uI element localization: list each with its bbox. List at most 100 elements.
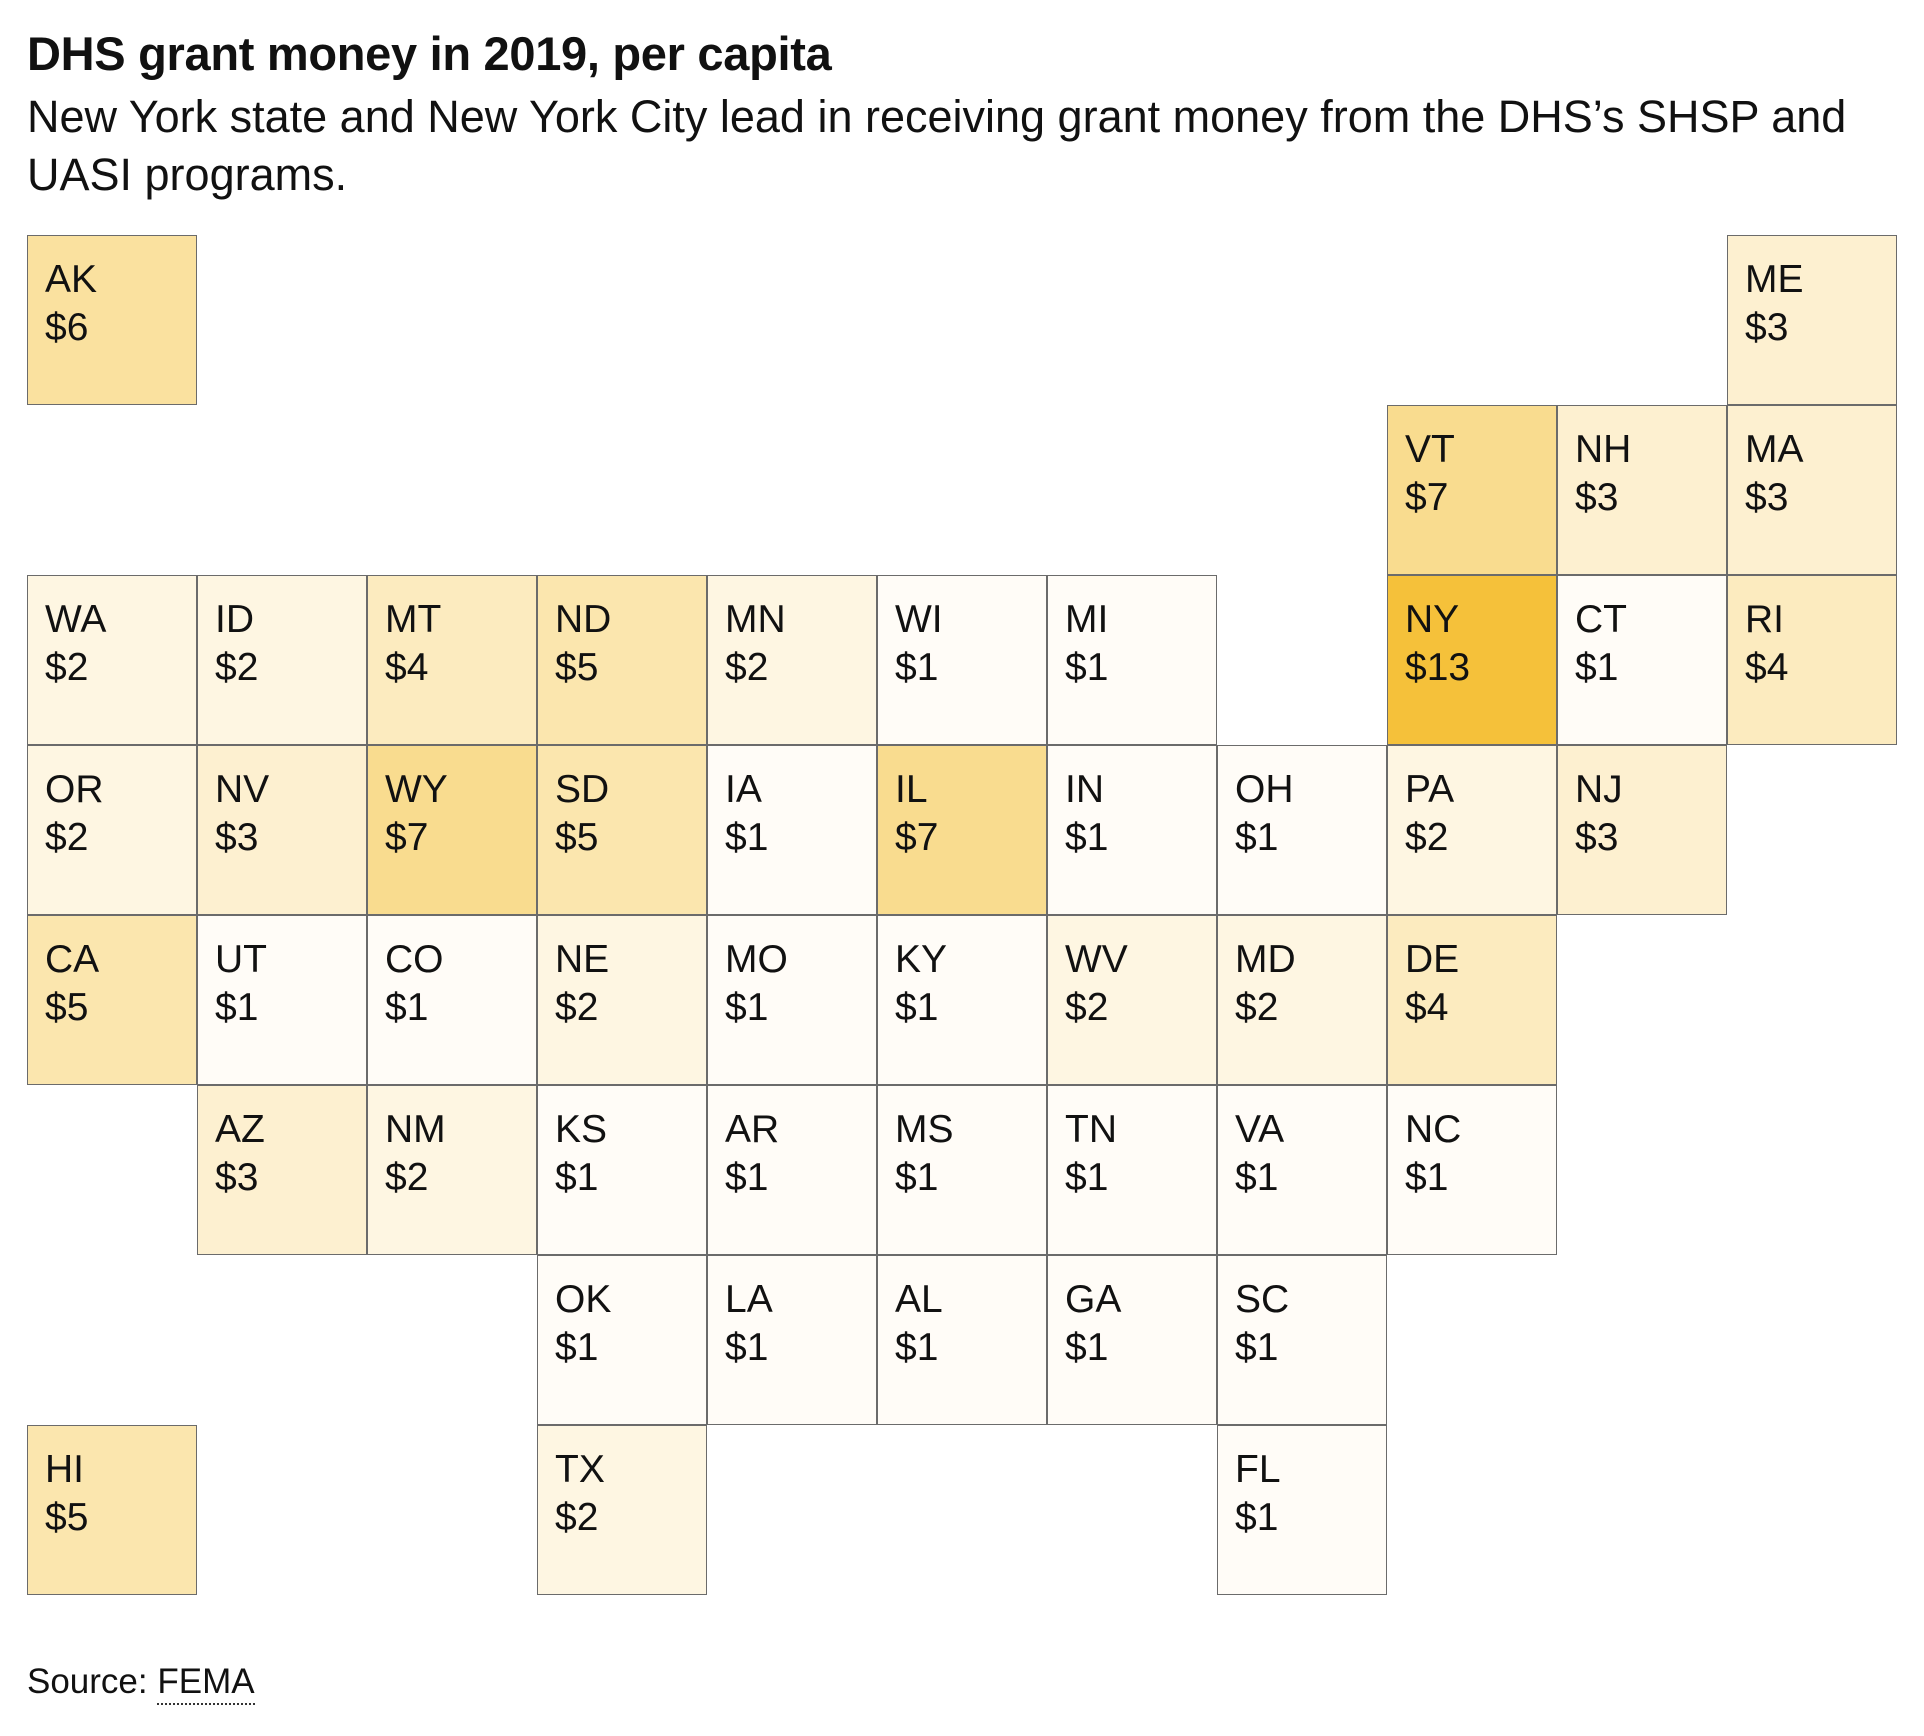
state-abbr: WA — [45, 598, 107, 641]
state-value: $3 — [1745, 476, 1789, 519]
state-abbr: HI — [45, 1448, 84, 1491]
state-value: $1 — [725, 986, 769, 1029]
state-abbr: WY — [385, 768, 448, 811]
state-value: $1 — [555, 1326, 599, 1369]
state-abbr: ND — [555, 598, 612, 641]
state-value: $1 — [725, 1156, 769, 1199]
state-abbr: NM — [385, 1108, 446, 1151]
state-value: $7 — [895, 816, 939, 859]
state-value: $2 — [215, 646, 259, 689]
state-tile-nh: NH $3 — [1557, 405, 1727, 575]
state-value: $4 — [385, 646, 429, 689]
state-tile-mi: MI $1 — [1047, 575, 1217, 745]
state-tile-nd: ND $5 — [537, 575, 707, 745]
state-tile-ms: MS $1 — [877, 1085, 1047, 1255]
source-link-fema[interactable]: FEMA — [157, 1662, 255, 1705]
state-tile-in: IN $1 — [1047, 745, 1217, 915]
state-abbr: MA — [1745, 428, 1804, 471]
state-tile-ne: NE $2 — [537, 915, 707, 1085]
state-value: $2 — [45, 646, 89, 689]
state-abbr: SC — [1235, 1278, 1290, 1321]
state-tile-vt: VT $7 — [1387, 405, 1557, 575]
state-tile-wv: WV $2 — [1047, 915, 1217, 1085]
state-abbr: AR — [725, 1108, 780, 1151]
state-abbr: MI — [1065, 598, 1109, 641]
state-abbr: WV — [1065, 938, 1128, 981]
state-value: $1 — [725, 1326, 769, 1369]
state-value: $1 — [1575, 646, 1619, 689]
state-value: $1 — [1235, 1496, 1279, 1539]
chart-title: DHS grant money in 2019, per capita — [27, 27, 832, 80]
state-tile-or: OR $2 — [27, 745, 197, 915]
state-tile-mn: MN $2 — [707, 575, 877, 745]
state-value: $2 — [1235, 986, 1279, 1029]
state-abbr: CA — [45, 938, 100, 981]
state-tile-la: LA $1 — [707, 1255, 877, 1425]
state-tile-az: AZ $3 — [197, 1085, 367, 1255]
state-value: $3 — [1575, 476, 1619, 519]
state-tile-ks: KS $1 — [537, 1085, 707, 1255]
state-abbr: PA — [1405, 768, 1455, 811]
state-value: $5 — [45, 1496, 89, 1539]
state-tile-ga: GA $1 — [1047, 1255, 1217, 1425]
state-value: $3 — [1575, 816, 1619, 859]
state-value: $5 — [555, 816, 599, 859]
state-value: $1 — [895, 1326, 939, 1369]
state-tile-oh: OH $1 — [1217, 745, 1387, 915]
state-value: $3 — [215, 816, 259, 859]
state-value: $1 — [1065, 816, 1109, 859]
state-tile-md: MD $2 — [1217, 915, 1387, 1085]
state-tile-hi: HI $5 — [27, 1425, 197, 1595]
state-tile-me: ME $3 — [1727, 235, 1897, 405]
state-abbr: VT — [1405, 428, 1455, 471]
state-tile-va: VA $1 — [1217, 1085, 1387, 1255]
state-tile-mt: MT $4 — [367, 575, 537, 745]
state-abbr: CT — [1575, 598, 1627, 641]
state-abbr: NC — [1405, 1108, 1462, 1151]
state-tile-nv: NV $3 — [197, 745, 367, 915]
state-value: $7 — [385, 816, 429, 859]
state-value: $2 — [725, 646, 769, 689]
state-value: $1 — [1065, 646, 1109, 689]
source-note: Source: FEMA — [27, 1660, 255, 1705]
state-tile-ia: IA $1 — [707, 745, 877, 915]
state-abbr: IN — [1065, 768, 1104, 811]
state-abbr: OR — [45, 768, 104, 811]
state-abbr: WI — [895, 598, 943, 641]
state-value: $1 — [725, 816, 769, 859]
state-value: $13 — [1405, 646, 1471, 689]
state-abbr: OH — [1235, 768, 1294, 811]
state-tile-ak: AK $6 — [27, 235, 197, 405]
state-abbr: MS — [895, 1108, 954, 1151]
state-tile-tx: TX $2 — [537, 1425, 707, 1595]
state-abbr: IL — [895, 768, 928, 811]
state-abbr: FL — [1235, 1448, 1281, 1491]
state-abbr: IA — [725, 768, 762, 811]
state-tile-nc: NC $1 — [1387, 1085, 1557, 1255]
state-abbr: LA — [725, 1278, 773, 1321]
state-tile-de: DE $4 — [1387, 915, 1557, 1085]
state-value: $1 — [1235, 816, 1279, 859]
state-abbr: KY — [895, 938, 948, 981]
state-abbr: NY — [1405, 598, 1460, 641]
state-abbr: ME — [1745, 258, 1804, 301]
state-value: $3 — [1745, 306, 1789, 349]
state-tile-wy: WY $7 — [367, 745, 537, 915]
state-abbr: OK — [555, 1278, 612, 1321]
state-value: $2 — [555, 986, 599, 1029]
state-abbr: CO — [385, 938, 444, 981]
state-abbr: DE — [1405, 938, 1460, 981]
source-label: Source: — [27, 1662, 148, 1701]
state-abbr: AZ — [215, 1108, 265, 1151]
state-value: $2 — [45, 816, 89, 859]
state-tile-pa: PA $2 — [1387, 745, 1557, 915]
state-tile-ri: RI $4 — [1727, 575, 1897, 745]
state-value: $3 — [215, 1156, 259, 1199]
state-abbr: MO — [725, 938, 788, 981]
state-abbr: TN — [1065, 1108, 1117, 1151]
state-tile-id: ID $2 — [197, 575, 367, 745]
state-value: $1 — [1065, 1326, 1109, 1369]
state-abbr: NV — [215, 768, 270, 811]
state-tile-nm: NM $2 — [367, 1085, 537, 1255]
state-value: $1 — [555, 1156, 599, 1199]
